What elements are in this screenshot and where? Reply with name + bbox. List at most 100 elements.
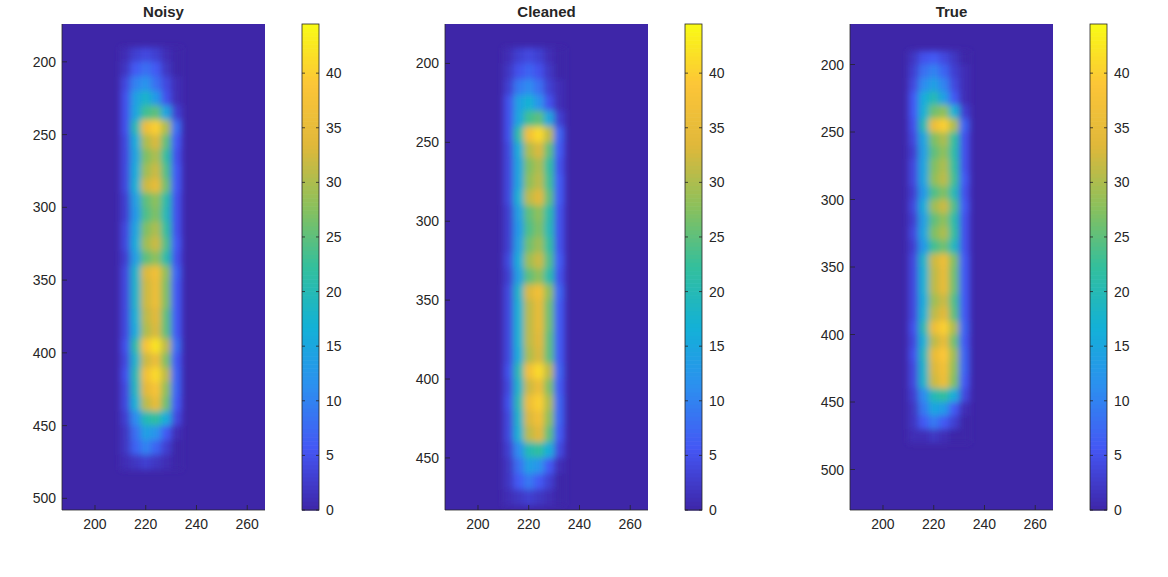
heatmap-cell <box>929 51 940 65</box>
y-tick <box>445 457 450 458</box>
x-tick <box>528 505 529 510</box>
colorbar-step <box>685 413 702 418</box>
heatmap-cell <box>141 426 152 441</box>
heatmap-cell <box>929 213 940 227</box>
colorbar-step <box>302 259 319 264</box>
colorbar-frame <box>685 24 702 510</box>
y-tick-label: 350 <box>416 292 440 308</box>
heatmap-cell <box>908 105 919 119</box>
heatmap-cell <box>151 62 162 77</box>
heatmap-cell <box>161 135 172 150</box>
colorbar-step <box>685 320 702 325</box>
heatmap-cell <box>524 205 535 221</box>
heatmap-cell <box>161 47 172 62</box>
heatmap-cell <box>949 119 960 133</box>
heatmap-cell <box>929 92 940 106</box>
colorbar-step <box>1090 490 1107 495</box>
colorbar-step <box>302 291 319 296</box>
x-tick-label: 220 <box>922 516 946 532</box>
colorbar-step <box>302 109 319 114</box>
heatmap-cell <box>534 253 545 269</box>
colorbar-step <box>1090 105 1107 110</box>
heatmap-cell <box>524 48 535 64</box>
colorbar-step <box>302 137 319 142</box>
heatmap-cell <box>503 379 514 395</box>
colorbar-step <box>685 113 702 118</box>
colorbar-step <box>685 352 702 357</box>
heatmap-cell <box>544 395 555 411</box>
heatmap-cell <box>919 267 930 281</box>
heatmap-cell <box>554 316 565 332</box>
heatmap-cell <box>120 120 131 135</box>
colorbar-step <box>685 48 702 53</box>
heatmap-cell <box>503 174 514 190</box>
heatmap-cell <box>524 253 535 269</box>
colorbar-step <box>685 259 702 264</box>
heatmap-cell <box>131 353 142 368</box>
heatmap-cell <box>131 236 142 251</box>
y-tick <box>850 334 855 335</box>
heatmap-cell <box>514 174 525 190</box>
colorbar-step <box>1090 299 1107 304</box>
heatmap-cell <box>929 146 940 160</box>
colorbar-tick <box>685 236 688 237</box>
plot-background <box>62 24 265 510</box>
colorbar-step <box>302 494 319 499</box>
heatmap-cell <box>131 367 142 382</box>
heatmap-cell <box>554 347 565 363</box>
heatmap-cell <box>908 159 919 173</box>
colorbar-step <box>685 117 702 122</box>
heatmap-cell <box>131 76 142 91</box>
heatmap-cell <box>534 458 545 474</box>
heatmap-cell <box>959 92 970 106</box>
y-tick <box>62 352 67 353</box>
heatmap-cell <box>919 186 930 200</box>
colorbar-step <box>1090 231 1107 236</box>
heatmap-cell <box>959 308 970 322</box>
heatmap-cell <box>151 382 162 397</box>
colorbar-tick-label: 40 <box>326 65 342 81</box>
colorbar-step <box>302 186 319 191</box>
colorbar-step <box>1090 344 1107 349</box>
colorbar-step <box>685 482 702 487</box>
heatmap-cell <box>131 47 142 62</box>
colorbar-step <box>1090 239 1107 244</box>
heatmap-cell <box>908 375 919 389</box>
colorbar-step <box>685 425 702 430</box>
colorbar-step <box>1090 482 1107 487</box>
colorbar-step <box>302 421 319 426</box>
colorbar-step <box>685 162 702 167</box>
colorbar-tick-label: 20 <box>1114 284 1130 300</box>
colorbar-step <box>685 457 702 462</box>
colorbar-step <box>1090 69 1107 74</box>
heatmap-cell <box>919 65 930 79</box>
heatmap-cell <box>554 284 565 300</box>
colorbar-tick <box>1104 236 1107 237</box>
colorbar-step <box>302 85 319 90</box>
x-tick-label: 220 <box>134 516 158 532</box>
heatmap-cell <box>141 280 152 295</box>
heatmap-cell <box>161 324 172 339</box>
heatmap-cell <box>554 253 565 269</box>
colorbar-tick <box>316 236 319 237</box>
colorbar-step <box>302 154 319 159</box>
heatmap-cell <box>544 48 555 64</box>
heatmap-cell <box>524 284 535 300</box>
heatmap-cell <box>919 375 930 389</box>
colorbar-step <box>302 89 319 94</box>
heatmap-cell <box>959 267 970 281</box>
heatmap-cell <box>161 397 172 412</box>
colorbar-step <box>302 81 319 86</box>
colorbar-step <box>1090 308 1107 313</box>
heatmap-cell <box>919 321 930 335</box>
heatmap-cell <box>171 455 182 470</box>
heatmap-cell <box>161 236 172 251</box>
heatmap-cell <box>544 174 555 190</box>
heatmap-cell <box>544 95 555 111</box>
colorbar-step <box>302 69 319 74</box>
heatmap-cell <box>939 186 950 200</box>
colorbar-tick <box>685 455 688 456</box>
heatmap-cell <box>151 47 162 62</box>
heatmap-cell <box>151 266 162 281</box>
heatmap-cell <box>908 132 919 146</box>
